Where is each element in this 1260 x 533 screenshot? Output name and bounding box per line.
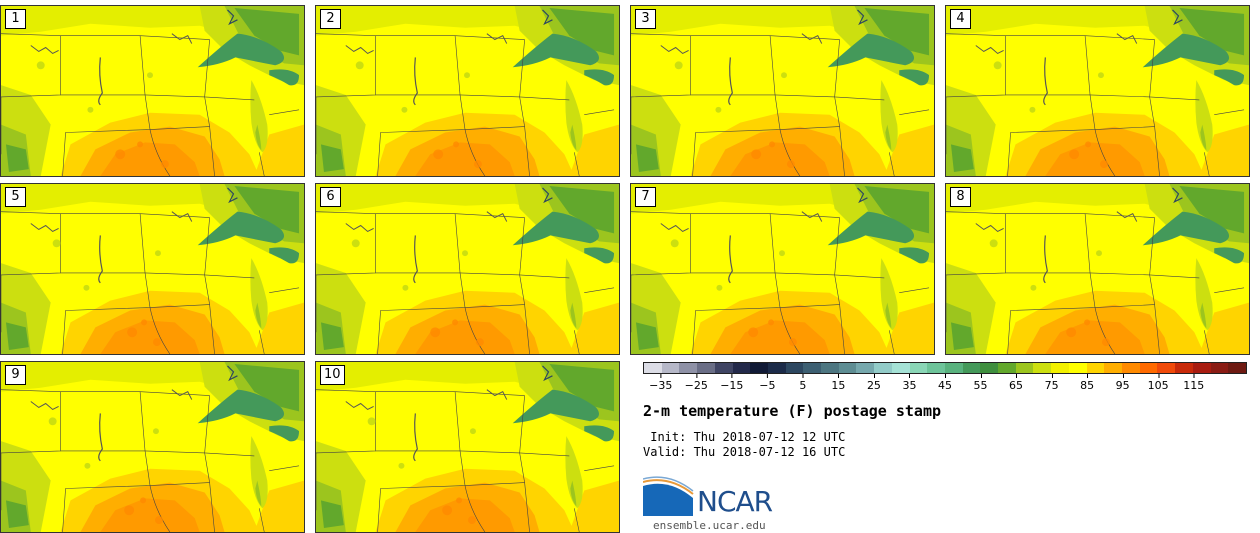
colorbar-tick-label: 5 <box>799 379 807 392</box>
map-panel-2: 2 <box>315 5 620 177</box>
colorbar-tick: 75 <box>1045 374 1059 392</box>
colorbar-cell <box>874 363 892 373</box>
member-number-label: 9 <box>5 365 26 385</box>
colorbar-cell <box>980 363 999 373</box>
member-number-label: 5 <box>5 187 26 207</box>
colorbar-cell <box>1015 363 1034 373</box>
colorbar-cell <box>1210 363 1229 373</box>
colorbar-tick: 105 <box>1148 374 1169 392</box>
map-panel-9: 9 <box>0 361 305 533</box>
colorbar-tick: 25 <box>867 374 881 392</box>
colorbar-cell <box>803 363 822 373</box>
colorbar-tick-label: −25 <box>684 379 708 392</box>
colorbar-tick: −15 <box>720 374 743 392</box>
colorbar-cell <box>838 363 857 373</box>
colorbar-cell <box>1192 363 1211 373</box>
member-number-label: 8 <box>950 187 971 207</box>
colorbar-cell <box>998 363 1016 373</box>
colorbar-tick: 5 <box>799 374 806 392</box>
member-number-label: 6 <box>320 187 341 207</box>
member-number-label: 3 <box>635 9 656 29</box>
colorbar-cell <box>1228 363 1246 373</box>
colorbar-tick: 45 <box>938 374 952 392</box>
colorbar-tick: −25 <box>685 374 708 392</box>
map-panel-5: 5 <box>0 183 305 355</box>
colorbar-tick: 65 <box>1009 374 1023 392</box>
valid-time: Valid: Thu 2018-07-12 16 UTC <box>643 445 846 459</box>
colorbar-cell <box>821 363 839 373</box>
colorbar-tick-label: −15 <box>720 379 744 392</box>
colorbar-cell <box>1086 363 1105 373</box>
colorbar-cell <box>962 363 981 373</box>
colorbar-tick-label: 35 <box>902 379 917 392</box>
member-number-label: 2 <box>320 9 341 29</box>
colorbar-tick-label: 85 <box>1080 379 1095 392</box>
colorbar-cell <box>679 363 698 373</box>
figure-title: 2-m temperature (F) postage stamp <box>643 402 942 420</box>
colorbar-tick: −5 <box>759 374 775 392</box>
colorbar-cell <box>785 363 804 373</box>
colorbar-cell <box>750 363 768 373</box>
colorbar-tick-label: 75 <box>1044 379 1059 392</box>
colorbar-tick-label: 25 <box>866 379 881 392</box>
colorbar-cell <box>714 363 733 373</box>
colorbar-tick-labels: −35 −25 −15 −5 5 15 25 35 45 55 65 75 85 95 105 115 <box>643 374 1247 392</box>
website-label: ensemble.ucar.edu <box>653 519 766 532</box>
map-panel-7: 7 <box>630 183 935 355</box>
colorbar-tick: 85 <box>1080 374 1094 392</box>
map-panel-10: 10 <box>315 361 620 533</box>
ncar-logo-icon <box>643 476 694 516</box>
colorbar-cell <box>697 363 715 373</box>
colorbar-tick-label: 55 <box>973 379 988 392</box>
colorbar-cell <box>891 363 910 373</box>
colorbar-cell <box>1121 363 1140 373</box>
colorbar-cell <box>1068 363 1087 373</box>
colorbar-cell <box>767 363 786 373</box>
colorbar-cell <box>927 363 945 373</box>
colorbar-cell <box>661 363 680 373</box>
colorbar-cell <box>1033 363 1052 373</box>
map-panel-6: 6 <box>315 183 620 355</box>
colorbar-tick-label: 105 <box>1147 379 1169 392</box>
colorbar-tick: 15 <box>831 374 845 392</box>
member-number-label: 10 <box>320 365 345 385</box>
colorbar-cell <box>1139 363 1158 373</box>
ncar-logo-text: NCAR <box>697 485 773 518</box>
map-panel-8: 8 <box>945 183 1250 355</box>
temperature-colorbar <box>643 362 1247 374</box>
map-panel-4: 4 <box>945 5 1250 177</box>
member-number-label: 4 <box>950 9 971 29</box>
colorbar-tick: 35 <box>902 374 916 392</box>
colorbar-cell <box>1104 363 1122 373</box>
colorbar-cell <box>1175 363 1193 373</box>
colorbar-tick-label: 15 <box>831 379 846 392</box>
colorbar-cell <box>856 363 875 373</box>
member-number-label: 7 <box>635 187 656 207</box>
colorbar-tick: 115 <box>1183 374 1204 392</box>
init-time: Init: Thu 2018-07-12 12 UTC <box>643 430 846 444</box>
colorbar-cell <box>732 363 751 373</box>
colorbar-tick: 95 <box>1116 374 1130 392</box>
colorbar-tick-label: 115 <box>1183 379 1205 392</box>
colorbar-tick: 55 <box>974 374 988 392</box>
colorbar-cell <box>1051 363 1069 373</box>
colorbar-tick-label: 45 <box>938 379 952 392</box>
colorbar-cell <box>944 363 963 373</box>
colorbar-tick-label: 95 <box>1115 379 1130 392</box>
colorbar-cell <box>909 363 928 373</box>
colorbar-tick-label: −35 <box>649 379 673 392</box>
colorbar-tick: −35 <box>649 374 672 392</box>
member-number-label: 1 <box>5 9 26 29</box>
colorbar-cell <box>1157 363 1176 373</box>
colorbar-tick-label: −5 <box>759 379 776 392</box>
colorbar-tick-label: 65 <box>1009 379 1024 392</box>
colorbar-cell <box>644 363 662 373</box>
map-panel-3: 3 <box>630 5 935 177</box>
map-panel-1: 1 <box>0 5 305 177</box>
